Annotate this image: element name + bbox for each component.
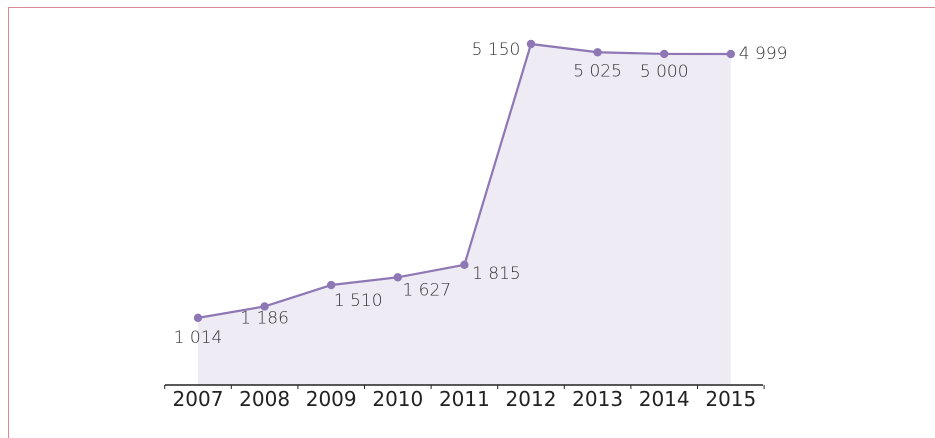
x-tick-label: 2015 xyxy=(705,387,756,411)
frame-top-border xyxy=(8,7,935,8)
data-point xyxy=(660,49,669,59)
data-label: 5 000 xyxy=(640,62,689,82)
x-tick-label: 2010 xyxy=(372,387,423,411)
data-label: 5 025 xyxy=(573,61,622,81)
x-tick-labels: 2007 2008 2009 2010 2011 2012 2013 2014 2015 xyxy=(173,387,757,411)
data-labels: 1 014 1 186 1 510 1 627 1 815 5 150 5 025 5 000… xyxy=(174,40,788,348)
data-label: 1 014 xyxy=(174,328,223,348)
x-tick-label: 2014 xyxy=(639,387,690,411)
data-label: 5 150 xyxy=(472,40,521,60)
frame-left-border xyxy=(8,7,9,438)
x-tick-label: 2009 xyxy=(306,387,357,411)
data-point xyxy=(327,280,336,290)
data-label: 1 510 xyxy=(334,291,383,311)
x-tick-label: 2013 xyxy=(572,387,623,411)
data-point xyxy=(460,260,469,270)
data-point xyxy=(193,313,203,323)
x-axis xyxy=(164,384,765,389)
x-tick-label: 2011 xyxy=(439,387,490,411)
x-tick-label: 2007 xyxy=(173,387,224,411)
x-tick-label: 2012 xyxy=(506,387,557,411)
data-label: 1 186 xyxy=(240,308,289,328)
data-point xyxy=(726,49,735,59)
data-label: 1 627 xyxy=(402,280,451,300)
data-point xyxy=(260,302,269,311)
data-label: 1 815 xyxy=(472,264,521,284)
x-tick-label: 2008 xyxy=(239,387,290,411)
data-point xyxy=(393,273,402,282)
data-point xyxy=(526,39,536,49)
points-layer xyxy=(193,39,735,323)
area-layer xyxy=(198,44,731,385)
data-point xyxy=(593,48,602,57)
area-fill xyxy=(198,44,731,385)
data-label: 4 999 xyxy=(739,44,788,64)
